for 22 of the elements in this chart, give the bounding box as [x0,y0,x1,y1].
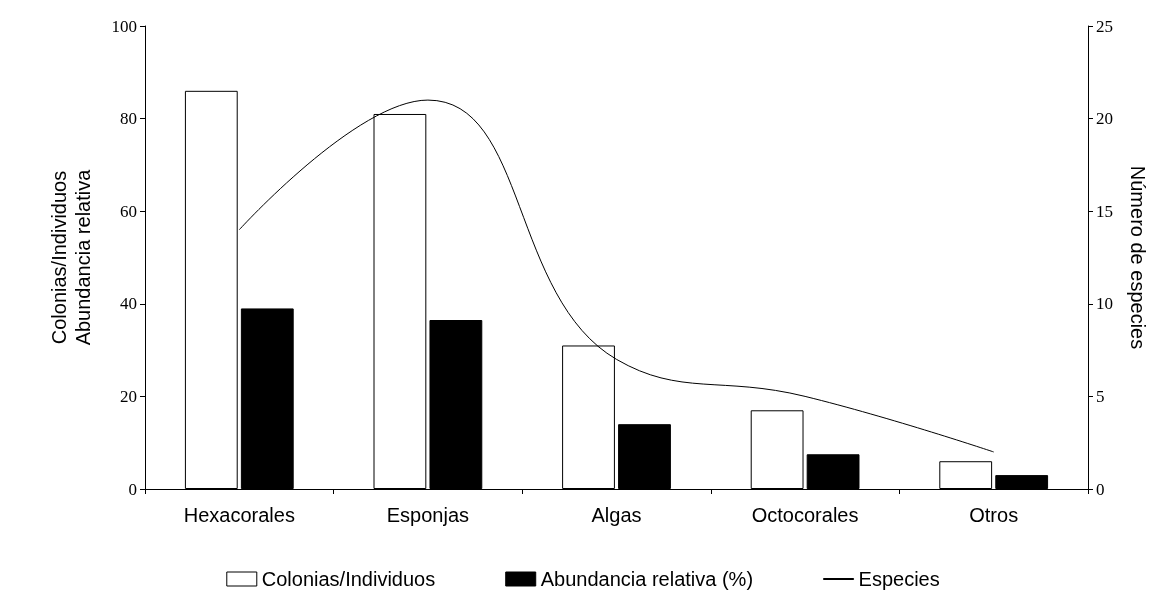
legend-label: Colonias/Individuos [261,568,436,590]
y-tick-label: 80 [120,109,137,129]
y2-tick-label: 25 [1096,16,1113,36]
y-tick-label: 0 [128,479,137,499]
y2-tick-label: 5 [1096,386,1105,406]
y-tick-label: 20 [120,386,137,406]
x-tick-label: Octocorales [751,504,859,526]
legend-label: Especies [858,568,940,590]
y-axis-title: Colonias/Individuos Abundancia relativa [48,168,94,346]
x-tick-label: Hexacorales [183,504,295,526]
y2-tick-label: 15 [1096,201,1113,221]
x-tick-label: Otros [969,504,1019,526]
y-tick-label: 40 [120,294,137,314]
y2-axis-title: Número de especies [1127,165,1149,350]
y-tick-label: 100 [111,16,137,36]
y2-tick-label: 10 [1096,294,1113,314]
y2-tick-label: 20 [1096,109,1113,129]
legend-label: Abundancia relativa (%) [540,568,754,590]
y2-tick-label: 0 [1096,479,1105,499]
y-tick-label: 60 [120,201,137,221]
x-tick-label: Algas [591,504,642,526]
x-tick-label: Esponjas [386,504,470,526]
